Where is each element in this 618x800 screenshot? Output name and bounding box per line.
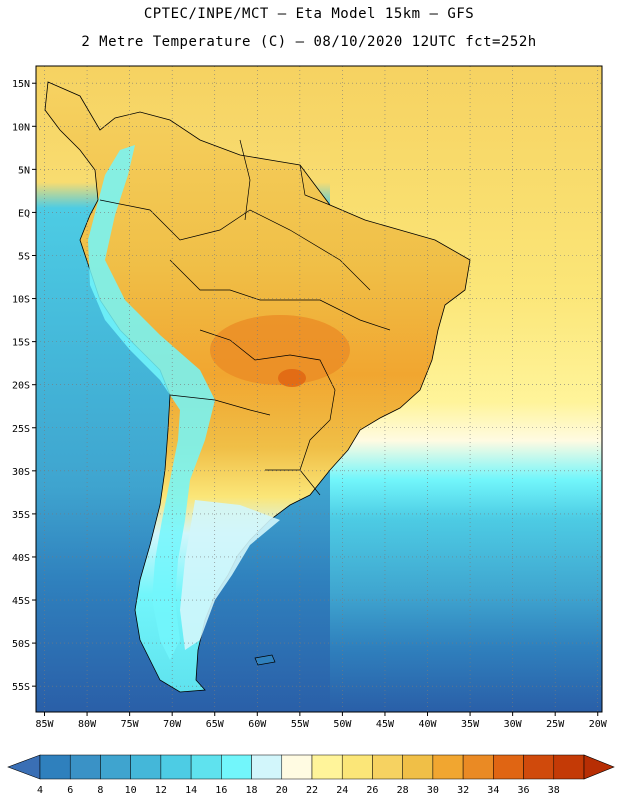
lat-label: 10N <box>12 122 30 133</box>
lat-label: 15N <box>12 79 30 90</box>
colorbar-label: 24 <box>336 785 348 796</box>
axis-ticks: 15N 10N 5N EQ 5S 10S 15S 20S 25S 30S 35S 40S 45S 50S 5… <box>12 79 608 730</box>
colorbar-label: 20 <box>276 785 288 796</box>
lon-label: 60W <box>248 719 267 730</box>
lat-label: 30S <box>12 467 30 478</box>
map-title-line1: CPTEC/INPE/MCT – Eta Model 15km – GFS <box>143 6 475 22</box>
colorbar-swatch <box>281 754 313 780</box>
colorbar-label: 26 <box>366 785 378 796</box>
lon-label: 20W <box>589 719 608 730</box>
central-brazil-hot-zone <box>210 315 350 385</box>
colorbar-lower-arrow <box>7 754 41 780</box>
colorbar-swatch <box>553 754 585 780</box>
patagonia-cool-zone <box>180 500 280 650</box>
colorbar-swatch <box>372 754 403 780</box>
colorbar-label: 30 <box>427 785 439 796</box>
lat-label: 20S <box>12 381 30 392</box>
lon-label: 75W <box>121 719 140 730</box>
colorbar: 4 6 8 10 12 14 16 18 20 22 24 26 28 30 32 34 36 38 <box>7 754 615 796</box>
lat-label: 40S <box>12 553 30 564</box>
plot-area <box>36 66 602 712</box>
colorbar-swatch <box>402 754 434 780</box>
lon-label: 85W <box>35 719 54 730</box>
colorbar-swatch <box>432 754 464 780</box>
lon-label: 50W <box>333 719 352 730</box>
colorbar-label: 10 <box>125 785 137 796</box>
colorbar-swatch <box>523 754 555 780</box>
colorbar-swatch <box>130 754 162 780</box>
lon-label: 30W <box>504 719 523 730</box>
lat-label: 5N <box>18 165 30 176</box>
lat-label: 5S <box>18 251 30 262</box>
colorbar-swatch <box>69 754 101 780</box>
lat-label: 10S <box>12 295 30 306</box>
colorbar-label: 16 <box>215 785 227 796</box>
lon-label: 25W <box>546 719 565 730</box>
lon-label: 40W <box>418 719 437 730</box>
colorbar-swatch <box>341 754 373 780</box>
lon-label: 45W <box>376 719 395 730</box>
colorbar-swatch <box>311 754 343 780</box>
lat-label: 15S <box>12 338 30 349</box>
colorbar-label: 8 <box>97 785 103 796</box>
lat-label: 50S <box>12 639 30 650</box>
andes-cool-band <box>88 145 215 660</box>
pantanal-hot-zone <box>278 369 306 387</box>
colorbar-swatch <box>100 754 131 780</box>
colorbar-swatch <box>493 754 524 780</box>
lat-label: EQ <box>18 208 30 219</box>
lon-label: 65W <box>206 719 225 730</box>
lat-label: 25S <box>12 424 30 435</box>
map-title-line2: 2 Metre Temperature (C) – 08/10/2020 12U… <box>81 34 537 50</box>
colorbar-label: 18 <box>246 785 258 796</box>
colorbar-label: 14 <box>185 785 197 796</box>
colorbar-label: 32 <box>457 785 469 796</box>
colorbar-label: 34 <box>487 785 499 796</box>
colorbar-label: 28 <box>397 785 409 796</box>
colorbar-label: 22 <box>306 785 318 796</box>
colorbar-swatch <box>39 754 71 780</box>
lat-label: 35S <box>12 510 30 521</box>
colorbar-swatch <box>462 754 494 780</box>
colorbar-label: 36 <box>518 785 530 796</box>
lon-label: 35W <box>461 719 480 730</box>
colorbar-swatch <box>160 754 192 780</box>
lat-label: 55S <box>12 682 30 693</box>
lon-label: 55W <box>291 719 310 730</box>
lat-label: 45S <box>12 596 30 607</box>
colorbar-swatch <box>190 754 222 780</box>
colorbar-swatch <box>251 754 283 780</box>
colorbar-label: 4 <box>37 785 43 796</box>
colorbar-label: 12 <box>155 785 167 796</box>
colorbar-label: 6 <box>67 785 73 796</box>
colorbar-swatch <box>221 754 252 780</box>
plot-frame <box>35 65 603 713</box>
colorbar-label: 38 <box>548 785 560 796</box>
lon-label: 70W <box>163 719 182 730</box>
colorbar-upper-arrow <box>583 754 615 780</box>
lon-label: 80W <box>78 719 97 730</box>
